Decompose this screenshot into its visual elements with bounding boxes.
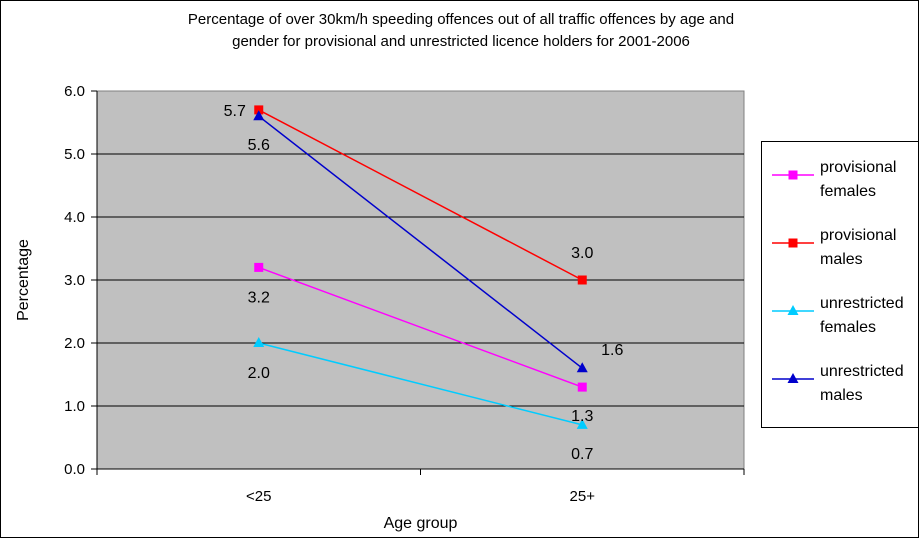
series-line-unrestricted-females [258, 342, 583, 426]
data-label-provisional-males: 5.7 [224, 103, 246, 120]
legend-label: provisional females [820, 159, 897, 200]
data-label-provisional-females: 1.3 [571, 408, 593, 425]
legend-item-unrestricted-males: unrestricted males [762, 360, 918, 410]
y-tick-label: 1.0 [64, 398, 85, 415]
data-label-unrestricted-females: 0.7 [571, 446, 593, 463]
data-point-unrestricted-females [253, 337, 265, 347]
chart-title: Percentage of over 30km/h speeding offen… [187, 11, 735, 50]
data-label-unrestricted-males: 1.6 [601, 342, 623, 359]
legend-swatch [772, 305, 814, 315]
x-tick-label: <25 [246, 488, 271, 505]
data-point-unrestricted-females [576, 418, 588, 429]
data-point-provisional-females [254, 262, 264, 272]
legend-label: unrestricted males [820, 363, 904, 404]
data-label-provisional-females: 3.2 [248, 289, 270, 306]
y-tick-label: 3.0 [64, 272, 85, 289]
legend-item-provisional-males: provisional males [762, 224, 918, 274]
y-axis-title: Percentage [15, 239, 32, 321]
legend-label: provisional males [820, 227, 897, 268]
x-axis-title: Age group [384, 515, 458, 532]
y-tick-label: 2.0 [64, 335, 85, 352]
legend-swatch [772, 170, 814, 180]
x-tick-label: 25+ [570, 488, 596, 505]
y-tick-label: 0.0 [64, 461, 85, 478]
legend-item-unrestricted-females: unrestricted females [762, 292, 918, 342]
series-line-provisional-females [258, 266, 583, 388]
legend: provisional females provisional males unre… [761, 141, 919, 428]
legend-item-provisional-females: provisional females [762, 156, 918, 206]
data-point-provisional-females [577, 382, 587, 392]
y-tick-label: 4.0 [64, 209, 85, 226]
legend-swatch [772, 238, 814, 248]
data-point-provisional-males [577, 275, 587, 285]
legend-label: unrestricted females [820, 295, 904, 336]
series-line-unrestricted-males [258, 115, 583, 369]
data-point-unrestricted-males [253, 110, 265, 121]
series-line-provisional-males [258, 109, 583, 281]
data-point-unrestricted-males [576, 362, 588, 373]
data-label-unrestricted-males: 5.6 [248, 137, 270, 154]
data-label-provisional-males: 3.0 [571, 245, 593, 262]
legend-swatch [772, 373, 814, 383]
data-point-provisional-males [254, 105, 264, 115]
y-tick-label: 6.0 [64, 83, 85, 100]
y-tick-label: 5.0 [64, 146, 85, 163]
data-label-unrestricted-females: 2.0 [248, 365, 270, 382]
